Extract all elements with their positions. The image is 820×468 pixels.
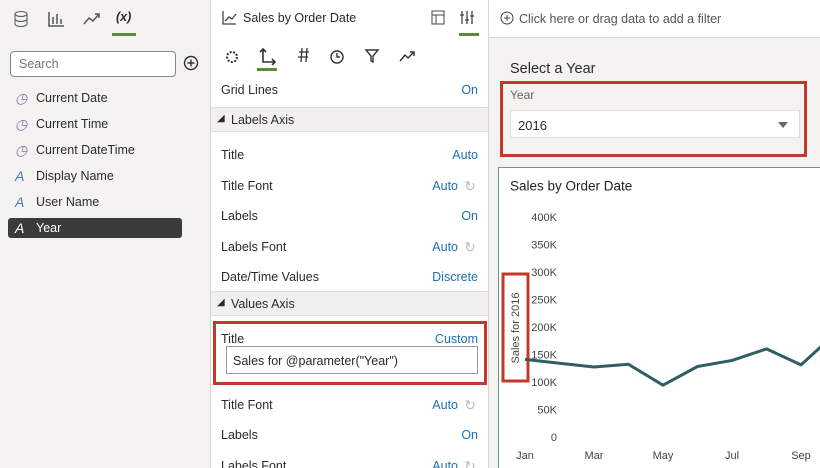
y-tick-label: 150K	[531, 349, 557, 361]
highlight-box	[501, 272, 530, 383]
tab[interactable]: (x)	[116, 10, 132, 24]
add-icon[interactable]	[183, 55, 199, 71]
item-label: Current Time	[36, 117, 109, 131]
filter-bar[interactable]: Click here or drag data to add a filter	[489, 0, 820, 38]
item-icon: A	[15, 220, 25, 236]
x-tick-label: May	[653, 450, 674, 462]
property-label: Labels Font	[221, 458, 287, 468]
dropdown-value: 2016	[518, 118, 547, 133]
highlight-box	[500, 81, 807, 157]
property-label: Labels	[221, 428, 258, 442]
item-label: Display Name	[36, 169, 114, 183]
property-label: Labels	[221, 209, 258, 223]
highlight-box	[213, 320, 487, 385]
section-title: Values Axis	[231, 296, 295, 311]
item-icon: ◷	[15, 116, 28, 132]
y-axis-title: Sales for 2016	[510, 293, 522, 364]
title-input[interactable]: Sales for @parameter("Year")	[226, 345, 478, 374]
item-label: Current DateTime	[36, 143, 135, 157]
variable-item[interactable]: ◷ Current Time	[8, 114, 182, 134]
properties-panel: Sales by Order Date Grid Lines On ◢ Labels …	[211, 0, 489, 468]
section-title: Labels Axis	[231, 113, 295, 127]
parameter-title: Select a Year	[510, 61, 596, 77]
y-tick-label: 300K	[531, 267, 557, 279]
x-tick-label: Jan	[516, 450, 534, 462]
y-tick-label: 200K	[531, 322, 557, 334]
x-tick-label: Jul	[725, 450, 739, 462]
property-value[interactable]: On	[461, 209, 478, 223]
item-icon: A	[15, 168, 25, 184]
input-text: Sales for @parameter("Year")	[233, 353, 398, 368]
variable-item[interactable]: A User Name	[8, 192, 182, 212]
property-label: Title Font	[221, 397, 273, 412]
parameter-label: Year	[510, 88, 535, 102]
y-tick-label: 100K	[531, 377, 557, 389]
section-header[interactable]: ◢ Labels Axis	[211, 107, 488, 132]
property-label: Title	[221, 331, 245, 346]
property-value[interactable]: Custom	[434, 331, 478, 346]
variable-item[interactable]: ◷ Current DateTime	[8, 140, 182, 160]
item-icon: A	[15, 194, 25, 210]
reset-icon[interactable]: ↻	[464, 396, 476, 413]
variable-item[interactable]: A Year	[8, 218, 182, 238]
property-value[interactable]: On	[461, 428, 478, 442]
section-header[interactable]: ◢ Values Axis	[211, 290, 488, 316]
panel-title: Sales by Order Date	[243, 11, 357, 25]
y-tick-label: 50K	[537, 404, 557, 416]
tab-icons	[14, 11, 100, 27]
property-label: Labels Font	[221, 239, 287, 254]
y-tick-label: 350K	[531, 239, 557, 251]
property-value[interactable]: On	[461, 83, 478, 97]
collapse-icon: ◢	[217, 113, 225, 124]
chart-icon	[222, 11, 237, 25]
year-dropdown[interactable]: 2016	[510, 110, 800, 138]
panel-tabs[interactable]	[429, 10, 481, 38]
left-panel: (x) Search ◷ Current Date ◷ Current Time ◷ Cu…	[0, 0, 211, 468]
property-value[interactable]: Auto	[432, 178, 458, 193]
y-tick-label: 250K	[531, 294, 557, 306]
property-value[interactable]: Auto	[432, 458, 458, 468]
collapse-icon: ◢	[217, 296, 225, 308]
item-label: Year	[36, 221, 62, 235]
item-icon: ◷	[15, 90, 28, 106]
property-value[interactable]: Auto	[432, 239, 458, 254]
property-tabs[interactable]	[223, 46, 423, 72]
reset-icon[interactable]: ↻	[464, 238, 476, 255]
variable-item[interactable]: ◷ Current Date	[8, 88, 182, 108]
item-label: Current Date	[36, 91, 108, 105]
reset-icon[interactable]: ↻	[464, 457, 476, 468]
property-value[interactable]: Auto	[432, 397, 458, 412]
dropdown-arrow	[778, 122, 788, 128]
item-icon: ◷	[15, 142, 28, 158]
property-value[interactable]: Discrete	[432, 270, 478, 284]
tab-underline	[112, 33, 136, 36]
variable-item[interactable]: A Display Name	[8, 166, 182, 186]
search-box[interactable]: Search	[10, 51, 176, 77]
x-tick-label: Sep	[791, 450, 811, 462]
property-label: Date/Time Values	[221, 270, 319, 284]
property-value[interactable]: Auto	[452, 148, 478, 162]
canvas-area: Click here or drag data to add a filter …	[489, 0, 820, 468]
item-label: User Name	[36, 195, 100, 209]
reset-icon[interactable]: ↻	[464, 177, 476, 194]
property-label: Grid Lines	[221, 83, 278, 97]
chart-title: Sales by Order Date	[510, 179, 632, 194]
x-tick-label: Mar	[585, 450, 604, 462]
y-tick-label: 0	[551, 432, 557, 444]
property-label: Title Font	[221, 178, 273, 193]
search-placeholder: Search	[19, 57, 59, 71]
chart-panel	[498, 167, 820, 468]
property-label: Title	[221, 148, 245, 162]
line	[524, 345, 820, 387]
filter-hint: Click here or drag data to add a filter	[519, 12, 722, 26]
add-filter-icon	[500, 11, 514, 25]
y-tick-label: 400K	[531, 212, 557, 224]
